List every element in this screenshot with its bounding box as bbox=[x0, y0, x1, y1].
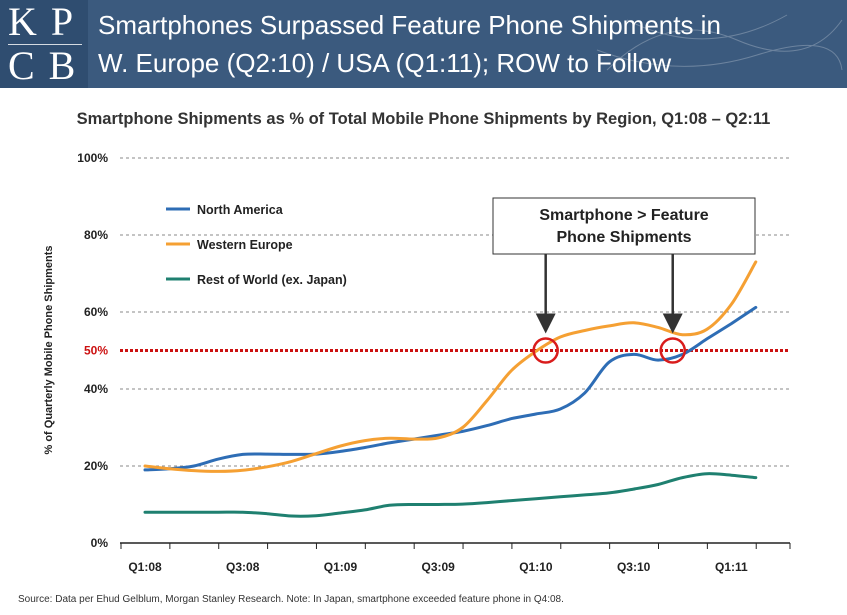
annotation-layer: Smartphone > Feature Phone Shipments bbox=[492, 197, 756, 334]
threshold-layer: 50% bbox=[84, 344, 790, 358]
logo-text-bottom: CB bbox=[8, 43, 90, 88]
legend-label-western-europe: Western Europe bbox=[197, 238, 293, 252]
chart-title: Smartphone Shipments as % of Total Mobil… bbox=[76, 110, 771, 128]
legend-label-north-america: North America bbox=[197, 203, 284, 217]
x-tick-label: Q3:08 bbox=[226, 560, 260, 574]
marker-layer bbox=[532, 337, 686, 364]
y-tick-label: 0% bbox=[91, 536, 109, 550]
annotation-text-line-2: Phone Shipments bbox=[556, 229, 691, 246]
kpcb-logo: KP CB bbox=[0, 0, 88, 88]
x-tick-label: Q1:09 bbox=[324, 560, 358, 574]
slide-title-line-1: Smartphones Surpassed Feature Phone Ship… bbox=[98, 10, 721, 40]
crossover-marker-2 bbox=[659, 337, 686, 364]
y-tick-label: 100% bbox=[77, 151, 108, 165]
x-tick-label: Q1:10 bbox=[519, 560, 553, 574]
y-axis-title: % of Quarterly Mobile Phone Shipments bbox=[43, 245, 55, 454]
y-tick-label: 80% bbox=[84, 228, 108, 242]
header-background-pattern bbox=[596, 14, 843, 71]
logo-divider bbox=[8, 44, 82, 45]
y-tick-label: 60% bbox=[84, 305, 108, 319]
legend-label-rest-of-world-ex-japan: Rest of World (ex. Japan) bbox=[197, 273, 347, 287]
source-note: Source: Data per Ehud Gelblum, Morgan St… bbox=[18, 594, 564, 605]
header-banner: KP CB Smartphones Surpassed Feature Phon… bbox=[0, 0, 847, 88]
x-tick-label: Q3:10 bbox=[617, 560, 651, 574]
annotation-box bbox=[492, 197, 756, 255]
axis-layer: 0% 20% 40% 60% 80% 100% Q1:08 Q3:08 Q1:09 Q3:09 Q1… bbox=[77, 151, 791, 574]
crossover-marker-1 bbox=[532, 337, 559, 364]
slide-title-line-2: W. Europe (Q2:10) / USA (Q1:11); ROW to … bbox=[98, 48, 672, 78]
slide-title: Smartphones Surpassed Feature Phone Ship… bbox=[98, 6, 838, 82]
y-tick-label: 40% bbox=[84, 382, 108, 396]
annotation-text-line-1: Smartphone > Feature bbox=[539, 207, 708, 224]
series-layer bbox=[143, 260, 758, 518]
threshold-label: 50% bbox=[84, 344, 108, 358]
legend-layer: North America Western Europe Rest of World… bbox=[166, 203, 347, 287]
series-line-western-europe bbox=[143, 260, 758, 473]
x-tick-label: Q3:09 bbox=[422, 560, 456, 574]
x-tick-label: Q1:11 bbox=[715, 560, 748, 574]
x-tick-label: Q1:08 bbox=[128, 560, 162, 574]
y-tick-label: 20% bbox=[84, 459, 108, 473]
logo-text-top: KP bbox=[8, 0, 88, 44]
series-line-rest-of-world-ex-japan bbox=[143, 472, 758, 518]
